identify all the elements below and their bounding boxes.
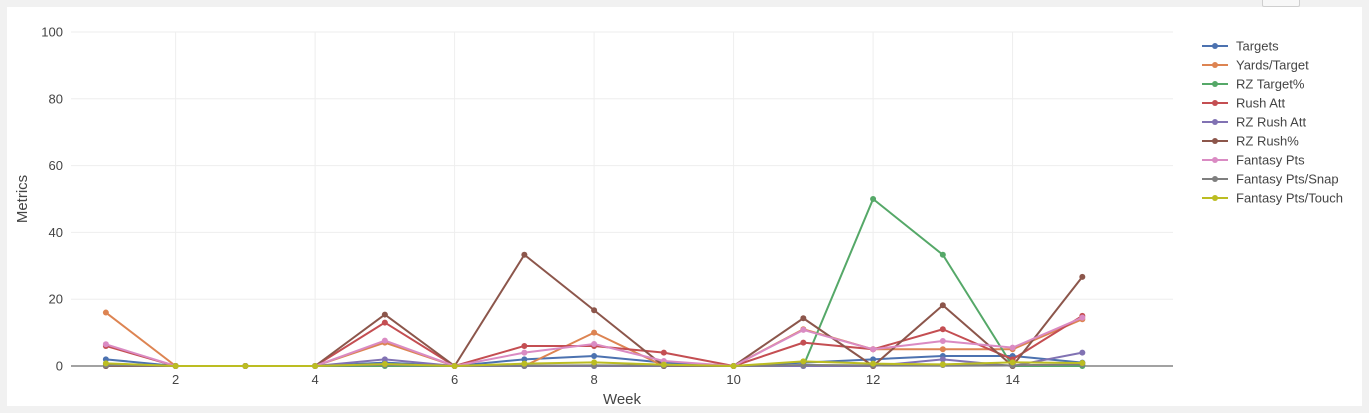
series-lines xyxy=(102,196,1086,369)
y-tick-label: 80 xyxy=(49,91,63,106)
y-tick-label: 100 xyxy=(41,25,63,40)
data-point[interactable] xyxy=(870,196,877,202)
y-tick-label: 60 xyxy=(49,158,63,173)
data-point[interactable] xyxy=(800,326,807,333)
data-point[interactable] xyxy=(521,360,528,367)
legend-label: Rush Att xyxy=(1236,96,1286,111)
data-point[interactable] xyxy=(1079,273,1086,280)
data-point[interactable] xyxy=(102,341,109,348)
legend-item[interactable]: Targets xyxy=(1202,39,1279,54)
legend-item[interactable]: Rush Att xyxy=(1202,96,1286,111)
data-point[interactable] xyxy=(939,337,946,344)
legend-swatch-marker xyxy=(1212,157,1218,163)
x-tick-label: 8 xyxy=(590,372,597,387)
legend-swatch-marker xyxy=(1212,62,1218,68)
data-point[interactable] xyxy=(102,309,109,316)
data-point[interactable] xyxy=(939,361,946,368)
legend-item[interactable]: RZ Rush Att xyxy=(1202,115,1306,130)
data-point[interactable] xyxy=(800,339,807,346)
y-tick-label: 0 xyxy=(56,359,63,374)
legend-label: Yards/Target xyxy=(1236,58,1309,73)
legend-label: RZ Target% xyxy=(1236,77,1305,92)
legend-item[interactable]: Fantasy Pts/Touch xyxy=(1202,191,1343,206)
legend-label: Fantasy Pts xyxy=(1236,153,1305,168)
data-point[interactable] xyxy=(381,356,388,363)
data-point[interactable] xyxy=(451,363,458,369)
data-point[interactable] xyxy=(800,358,807,365)
gridlines xyxy=(71,31,1173,366)
legend-item[interactable]: RZ Target% xyxy=(1202,77,1305,92)
data-point[interactable] xyxy=(381,337,388,344)
data-point[interactable] xyxy=(521,251,528,258)
legend-swatch-marker xyxy=(1212,81,1218,87)
legend-item[interactable]: Fantasy Pts/Snap xyxy=(1202,172,1339,187)
axes: 0 20 40 60 80 100 2 4 6 8 10 12 14 xyxy=(41,25,1173,387)
x-tick-label: 10 xyxy=(726,372,740,387)
data-point[interactable] xyxy=(242,363,249,369)
data-point[interactable] xyxy=(381,360,388,367)
legend-item[interactable]: Yards/Target xyxy=(1202,58,1309,73)
data-point[interactable] xyxy=(381,319,388,326)
data-point[interactable] xyxy=(1079,349,1086,356)
y-tick-label: 40 xyxy=(49,225,63,240)
data-point[interactable] xyxy=(1009,344,1016,351)
legend-label: RZ Rush Att xyxy=(1236,115,1306,130)
legend-swatch-marker xyxy=(1212,100,1218,106)
data-point[interactable] xyxy=(660,349,667,356)
toolbar-button[interactable] xyxy=(1262,0,1300,7)
data-point[interactable] xyxy=(939,302,946,309)
legend-label: RZ Rush% xyxy=(1236,134,1299,149)
data-point[interactable] xyxy=(660,361,667,368)
x-tick-label: 2 xyxy=(172,372,179,387)
data-point[interactable] xyxy=(870,356,877,363)
y-axis-title: Metrics xyxy=(14,175,31,223)
data-point[interactable] xyxy=(591,359,598,366)
legend-item[interactable]: RZ Rush% xyxy=(1202,134,1299,149)
legend-label: Fantasy Pts/Touch xyxy=(1236,191,1343,206)
legend-swatch-marker xyxy=(1212,176,1218,182)
legend-swatch-marker xyxy=(1212,43,1218,49)
data-point[interactable] xyxy=(312,363,319,369)
legend-item[interactable]: Fantasy Pts xyxy=(1202,153,1305,168)
series-fantasy-pts-touch xyxy=(102,358,1086,369)
legend[interactable]: Targets Yards/Target RZ Target% Rush Att RZ … xyxy=(1202,39,1343,206)
legend-swatch-marker xyxy=(1212,138,1218,144)
line-chart: 0 20 40 60 80 100 2 4 6 8 10 12 14 Targets Yards/Targ… xyxy=(14,25,1343,409)
data-point[interactable] xyxy=(521,349,528,356)
x-tick-label: 4 xyxy=(311,372,318,387)
legend-label: Fantasy Pts/Snap xyxy=(1236,172,1339,187)
data-point[interactable] xyxy=(939,251,946,258)
data-point[interactable] xyxy=(172,363,179,369)
legend-swatch-marker xyxy=(1212,195,1218,201)
data-point[interactable] xyxy=(939,356,946,363)
data-point[interactable] xyxy=(939,326,946,333)
data-point[interactable] xyxy=(939,346,946,353)
legend-label: Targets xyxy=(1236,39,1279,54)
data-point[interactable] xyxy=(591,307,598,314)
x-tick-label: 12 xyxy=(866,372,880,387)
x-axis-title: Week xyxy=(603,391,642,406)
data-point[interactable] xyxy=(800,315,807,322)
data-point[interactable] xyxy=(870,346,877,353)
legend-swatch-marker xyxy=(1212,119,1218,125)
data-point[interactable] xyxy=(1079,359,1086,366)
data-point[interactable] xyxy=(591,352,598,359)
y-tick-label: 20 xyxy=(49,292,63,307)
data-point[interactable] xyxy=(591,329,598,336)
x-tick-label: 14 xyxy=(1005,372,1019,387)
data-point[interactable] xyxy=(381,311,388,318)
data-point[interactable] xyxy=(730,363,737,369)
data-point[interactable] xyxy=(870,360,877,367)
data-point[interactable] xyxy=(1079,314,1086,321)
data-point[interactable] xyxy=(591,340,598,347)
chart-panel: 0 20 40 60 80 100 2 4 6 8 10 12 14 Targets Yards/Targ… xyxy=(7,7,1362,409)
data-point[interactable] xyxy=(521,342,528,349)
x-tick-label: 6 xyxy=(451,372,458,387)
data-point[interactable] xyxy=(102,360,109,367)
data-point[interactable] xyxy=(1009,359,1016,366)
data-point[interactable] xyxy=(521,356,528,363)
